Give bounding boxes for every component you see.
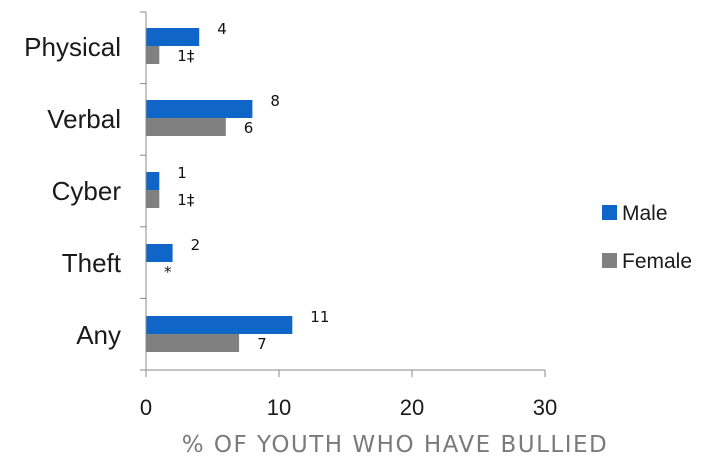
x-tick-label-10: 10 — [267, 395, 291, 420]
axes-group — [140, 11, 546, 377]
data-label-male-theft: 2 — [191, 236, 201, 254]
bar-female-physical — [146, 46, 160, 64]
data-label-female-verbal: 6 — [244, 119, 254, 137]
bars-group — [146, 28, 293, 352]
category-label-physical: Physical — [24, 32, 121, 62]
data-label-female-theft: * — [164, 263, 172, 281]
bar-male-physical — [146, 28, 200, 46]
data-label-male-cyber: 1 — [177, 164, 187, 182]
bar-female-any — [146, 334, 240, 352]
bar-female-cyber — [146, 190, 160, 208]
bar-male-theft — [146, 244, 173, 262]
data-label-female-any: 7 — [257, 335, 267, 353]
bar-male-cyber — [146, 172, 160, 190]
data-label-male-verbal: 8 — [270, 92, 280, 110]
data-label-male-any: 11 — [310, 308, 329, 326]
category-label-theft: Theft — [62, 248, 122, 278]
data-label-female-cyber: 1‡ — [177, 191, 195, 209]
data-label-female-physical: 1‡ — [177, 47, 195, 65]
bar-male-verbal — [146, 100, 253, 118]
x-tick-label-0: 0 — [140, 395, 152, 420]
legend-label-female: Female — [622, 250, 692, 273]
bar-female-verbal — [146, 118, 226, 136]
bar-male-any — [146, 316, 293, 334]
legend-swatch-male — [602, 205, 617, 220]
category-label-cyber: Cyber — [52, 176, 122, 206]
category-label-any: Any — [76, 320, 121, 350]
x-tick-labels: 0 10 20 30 — [140, 395, 557, 420]
data-labels: 4 1‡ 86 1 1‡ 2 * 11 7 — [164, 20, 329, 353]
x-tick-label-30: 30 — [533, 395, 557, 420]
category-labels: Physical Verbal Cyber Theft Any — [24, 32, 122, 350]
legend: Male Female — [602, 202, 692, 273]
x-tick-label-20: 20 — [400, 395, 424, 420]
data-label-male-physical: 4 — [217, 20, 227, 38]
legend-label-male: Male — [622, 202, 668, 225]
category-label-verbal: Verbal — [47, 104, 121, 134]
x-axis-title: % OF YOUTH WHO HAVE BULLIED — [182, 432, 609, 458]
legend-swatch-female — [602, 253, 617, 268]
